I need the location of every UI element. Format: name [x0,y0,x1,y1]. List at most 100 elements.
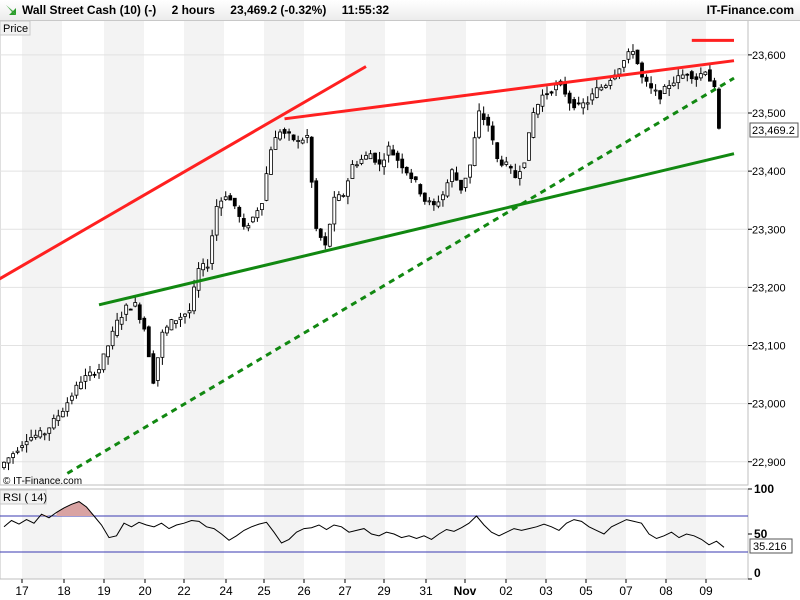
candle-body [115,319,120,336]
candle-body [698,73,703,79]
candle-body [373,152,377,163]
candle-body [531,112,536,138]
candle-body [47,427,52,434]
rsi-label-box [0,489,47,505]
time-tick-label: 20 [138,584,152,598]
candle-body [38,430,43,438]
candle-body [282,129,287,134]
candle-body [350,164,355,179]
candle-body [427,200,432,203]
candle-body [472,137,477,167]
candle-body [60,410,65,418]
candle-body [128,308,133,311]
candle-body [133,302,138,307]
rsi-tick-label: 100 [754,482,774,496]
candle-body [608,80,613,86]
candle-body [69,395,74,401]
candle-body [431,201,436,206]
time-tick-label: 29 [377,584,391,598]
candle-body [445,182,450,197]
candle-body [201,263,206,271]
time-tick-label: 08 [659,584,673,598]
candle-body [51,417,56,429]
candle-body [142,317,147,330]
candle-body [79,381,83,390]
time-tick-label: 19 [97,584,111,598]
last-price-tag [749,122,799,138]
candle-body [6,457,11,464]
candle-body [155,357,160,381]
price-tick-label: 23,000 [752,399,786,411]
candle-body [717,88,721,129]
candle-body [20,445,25,448]
candle-body [101,353,106,371]
candle-body [314,180,319,229]
candle-body [391,149,396,156]
price-label-box [0,20,31,36]
candle-body [345,180,350,197]
candle-body [237,206,242,217]
candle-body [549,91,554,94]
candle-body [386,145,391,156]
candle-body [522,162,527,168]
time-tick-label: 31 [419,584,433,598]
candle-body [119,316,124,325]
candle-body [644,76,649,82]
candle-body [232,197,237,207]
candle-body [278,131,282,140]
price-tick-label: 23,300 [752,224,786,236]
candle-body [662,85,667,94]
candle-body [56,415,61,422]
candle-body [490,125,495,141]
candle-body [463,177,468,189]
rsi-axis: 0 50 100 [748,482,774,580]
time-tick-label: 22 [177,584,191,598]
time-tick-label: 05 [579,584,593,598]
candle-body [332,196,337,225]
time-axis: 17 18 19 20 22 24 25 26 27 29 31 Nov 02 03 05 07 08 09 [15,579,713,598]
candle-body [459,179,463,191]
watermark: © IT-Finance.com [3,476,82,487]
trendline [98,152,735,307]
candle-body [441,194,445,201]
candle-body [450,169,454,182]
candle-body [318,228,323,238]
candle-body [649,83,653,89]
time-tick-label: 26 [297,584,311,598]
last-price-label: 23,469.2 [752,125,795,137]
rsi-series [0,501,748,553]
time-tick-label: 07 [619,584,633,598]
time-tick-label: 25 [257,584,271,598]
candle-body [689,71,694,80]
candle-body [622,60,626,68]
candle-body [712,80,717,88]
candle-body [29,437,34,441]
candle-body [264,173,269,201]
candle-body [395,152,400,161]
price-tick-label: 23,600 [752,50,786,62]
candle-body [178,316,183,320]
candle-body [694,76,699,80]
price-tick-label: 22,900 [752,457,786,469]
last-rsi-tag [749,538,793,554]
candle-body [653,89,658,92]
candle-body [336,194,341,201]
candle-body [228,195,233,201]
candle-body [635,49,640,65]
candle-body [658,90,663,100]
candle-body [205,266,210,269]
time-tick-label: 17 [15,584,29,598]
candle-body [210,235,215,264]
brand-name: IT-Finance.com [706,3,794,17]
candle-body [323,236,328,246]
candle-body [585,102,590,105]
candle-body [124,304,129,315]
candle-body [92,373,97,376]
candle-body [486,116,491,126]
trendlines [0,38,735,475]
candle-body [590,93,595,101]
candle-body [599,86,604,91]
panel-gap [0,486,800,489]
candle-body [24,441,29,446]
